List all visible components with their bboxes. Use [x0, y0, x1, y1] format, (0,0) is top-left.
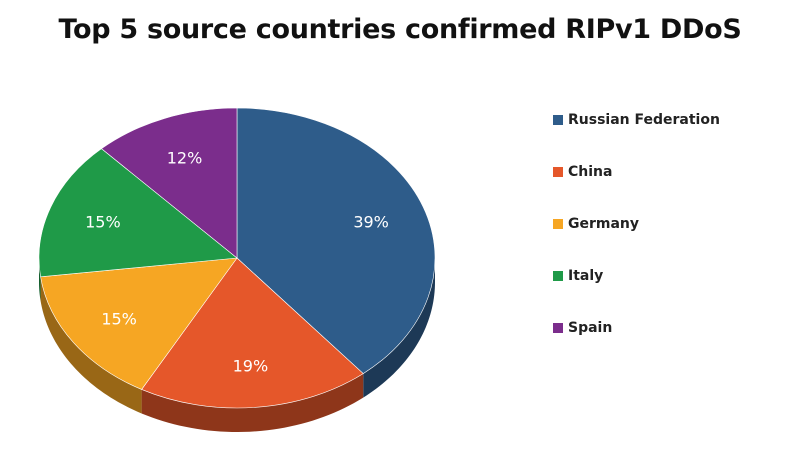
legend-swatch: [553, 115, 563, 125]
pie-slice-germany: [40, 257, 238, 390]
legend-swatch: [553, 219, 563, 229]
data-label-china: 19%: [233, 357, 269, 376]
legend-item-spain: Spain: [553, 318, 720, 338]
data-label-russian-federation: 39%: [353, 212, 389, 231]
data-labels: 39% 19% 15% 15% 12%: [85, 149, 389, 376]
data-label-spain: 12%: [167, 149, 203, 168]
legend-label: Russian Federation: [568, 112, 720, 128]
pie-slice-spain: [100, 107, 238, 259]
pie-side-russian-federation: [363, 258, 435, 398]
chart-title: Top 5 source countries confirmed RIPv1 D…: [58, 14, 742, 45]
pie-slices: [38, 107, 436, 409]
legend-swatch: [553, 167, 563, 177]
data-label-germany: 15%: [101, 310, 137, 329]
pie-side-germany: [40, 276, 142, 414]
legend-swatch: [553, 323, 563, 333]
legend-label: Spain: [568, 320, 613, 336]
legend-item-italy: Italy: [553, 266, 720, 286]
pie-slice-italy: [38, 148, 238, 278]
legend-label: Germany: [568, 216, 640, 232]
data-label-italy: 15%: [85, 212, 121, 231]
legend-item-germany: Germany: [553, 214, 720, 234]
legend-item-china: China: [553, 162, 720, 182]
pie-side-china: [141, 373, 364, 432]
legend: Russian Federation China Germany Italy Spain: [553, 110, 720, 370]
legend-swatch: [553, 271, 563, 281]
pie-slice-russian-federation: [236, 107, 436, 374]
legend-item-russian-federation: Russian Federation: [553, 110, 720, 130]
pie-slice-china: [141, 257, 364, 409]
legend-label: Italy: [568, 268, 604, 284]
legend-label: China: [568, 164, 613, 180]
